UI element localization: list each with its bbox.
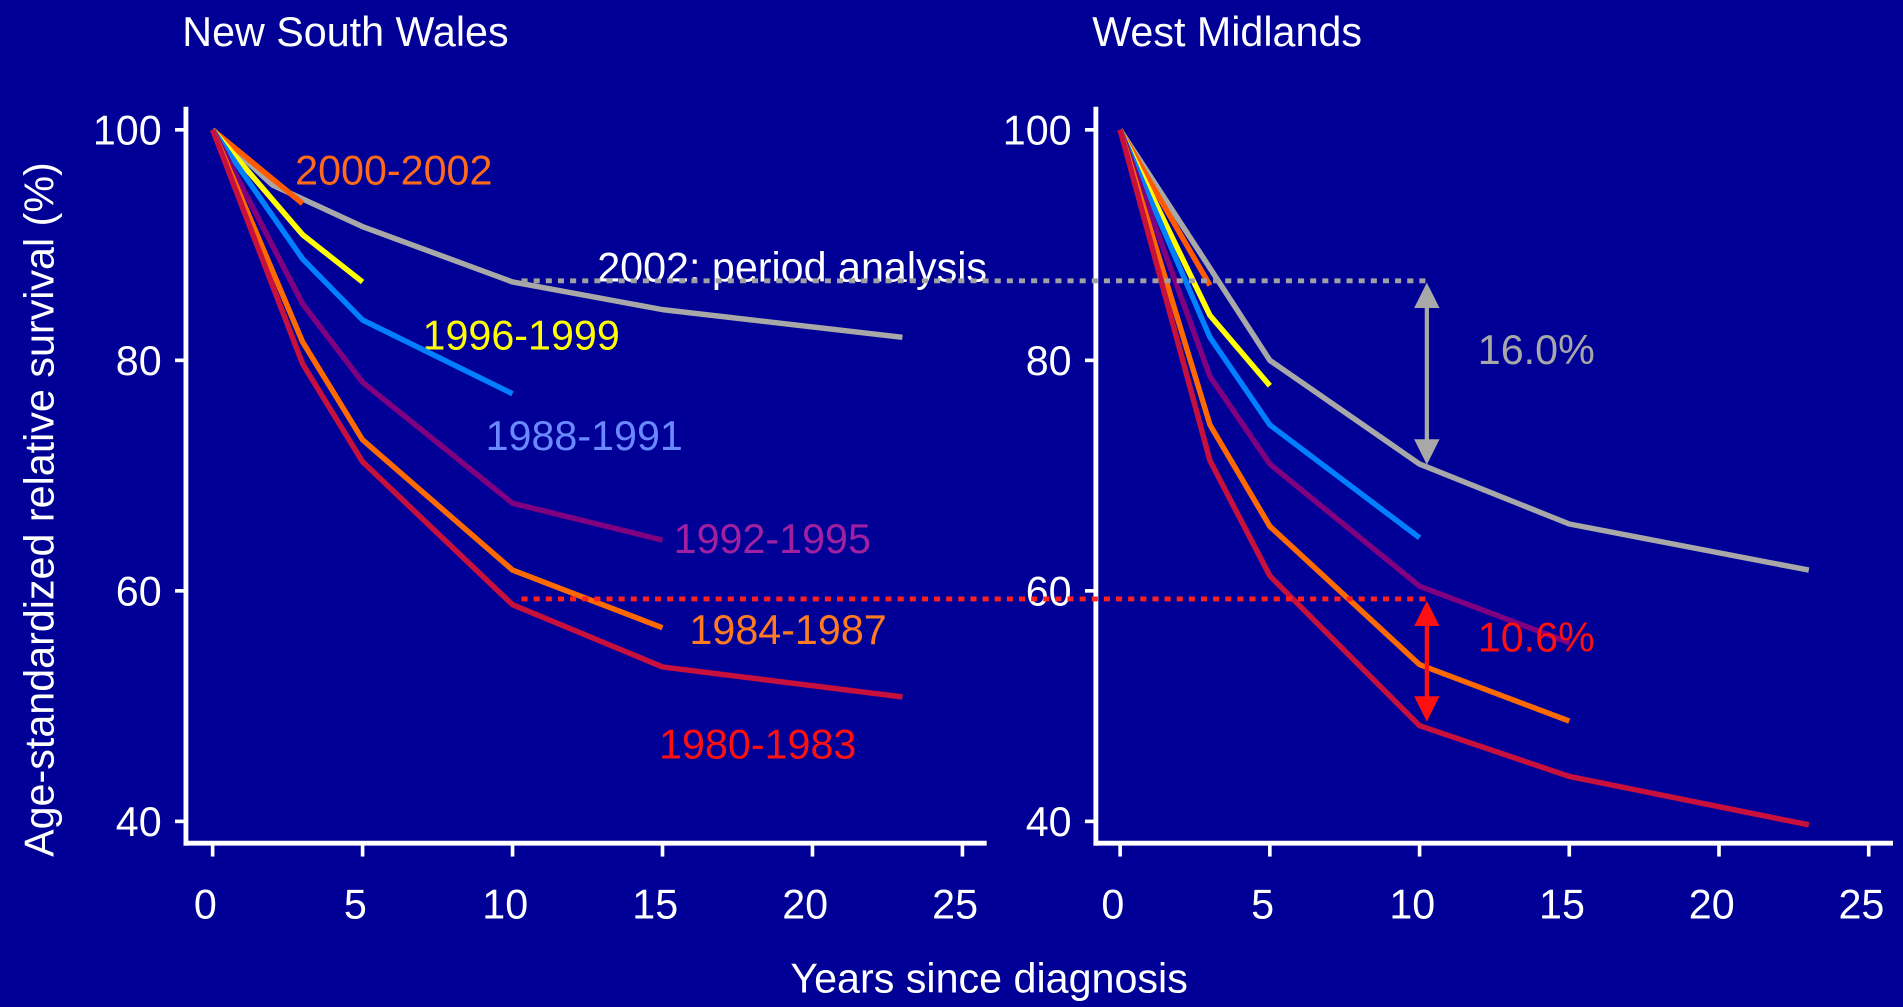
y-tick-label: 40: [116, 799, 162, 845]
x-tick-label: 25: [1838, 881, 1884, 927]
difference-label: 10.6%: [1478, 615, 1595, 661]
series-line: [1117, 129, 1810, 828]
series-label: 1992-1995: [674, 516, 871, 562]
y-tick-label: 80: [116, 338, 162, 384]
series-line: [1117, 128, 1571, 646]
x-tick-label: 10: [482, 881, 528, 927]
series-label: 1980-1983: [659, 721, 856, 767]
x-tick-label: 10: [1389, 881, 1435, 927]
x-tick-label: 15: [1539, 881, 1585, 927]
series-line: [210, 128, 514, 397]
chart-title: New South Wales: [182, 9, 508, 55]
x-tick-label: 25: [932, 881, 978, 927]
y-tick-label: 80: [1026, 338, 1072, 384]
x-tick-label: 0: [194, 881, 217, 927]
chart-title: West Midlands: [1092, 9, 1362, 55]
series-label: 1988-1991: [486, 413, 683, 459]
series-label: 1984-1987: [689, 607, 886, 653]
series-line: [210, 127, 903, 340]
series-line: [210, 128, 365, 285]
y-tick-label: 40: [1026, 799, 1072, 845]
x-tick-label: 15: [632, 881, 678, 927]
y-tick-label: 100: [1003, 107, 1072, 153]
series-line: [1117, 128, 1422, 541]
x-tick-label: 0: [1101, 881, 1124, 927]
series-line: [210, 128, 664, 543]
x-tick-label: 20: [1689, 881, 1735, 927]
series-label: 2000-2002: [295, 147, 492, 193]
y-tick-label: 100: [93, 107, 162, 153]
series-label: 1996-1999: [423, 312, 620, 358]
series-label: 2002: period analysis: [597, 244, 987, 290]
difference-label: 16.0%: [1478, 327, 1595, 373]
y-tick-label: 60: [116, 568, 162, 614]
x-tick-label: 5: [344, 881, 367, 927]
y-axis-label: Age-standardized relative survival (%): [17, 162, 63, 857]
series-line: [210, 127, 305, 206]
x-tick-label: 20: [782, 881, 828, 927]
x-tick-label: 5: [1251, 881, 1274, 927]
series-line: [1117, 129, 1571, 724]
y-tick-label: 60: [1026, 568, 1072, 614]
series-line: [210, 128, 903, 700]
series-line: [1117, 128, 1272, 388]
x-axis-label: Years since diagnosis: [790, 955, 1187, 1001]
series-line: [210, 128, 664, 631]
